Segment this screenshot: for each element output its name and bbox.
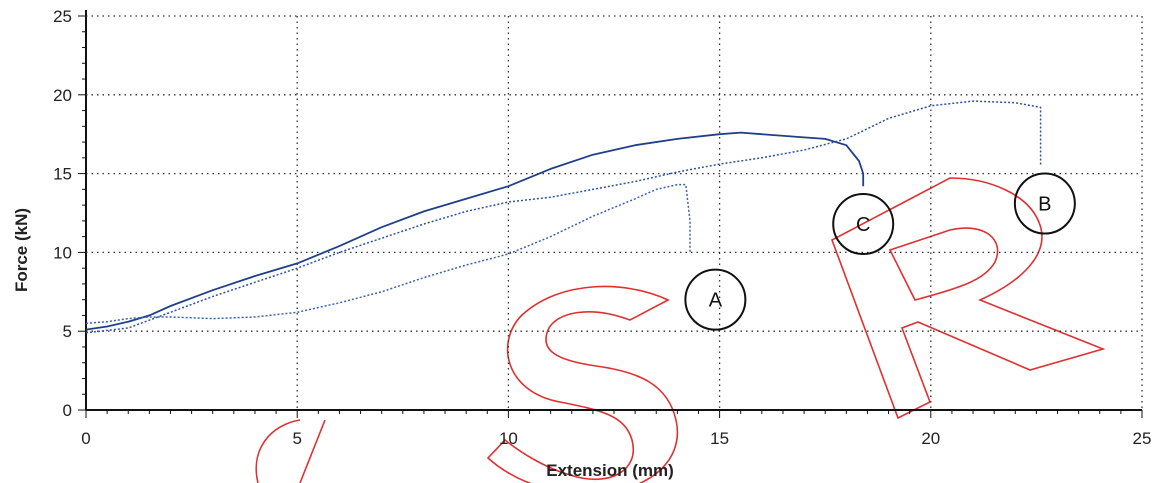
x-tick-label: 10	[499, 429, 518, 448]
grid	[86, 15, 1143, 410]
y-tick-label: 5	[63, 322, 72, 341]
y-tick-label: 15	[53, 165, 72, 184]
y-tick-label: 20	[53, 86, 72, 105]
x-axis-title: Extension (mm)	[546, 461, 674, 480]
annotation-circle	[832, 193, 895, 256]
y-tick-label: 25	[53, 7, 72, 26]
annotation-label: A	[709, 290, 723, 312]
x-tick-label: 20	[921, 429, 940, 448]
annotation-circle	[1013, 172, 1076, 235]
watermark-r-logo	[831, 177, 1106, 420]
series-line-1	[85, 131, 865, 331]
series-lines	[85, 100, 1042, 334]
annotation-label: B	[1038, 194, 1051, 216]
y-tick-label: 0	[63, 401, 72, 420]
x-tick-label: 5	[292, 429, 301, 448]
annotation-a: A	[684, 268, 747, 331]
axes	[78, 10, 1143, 418]
watermark-s-logo	[255, 285, 679, 483]
y-tick-label: 10	[53, 243, 72, 262]
annotation-circle	[684, 268, 747, 331]
annotation-b: B	[1013, 172, 1076, 235]
annotation-label: C	[856, 214, 870, 236]
series-line-3	[85, 183, 691, 325]
x-tick-label: 0	[81, 429, 90, 448]
series-line-2	[85, 100, 1042, 334]
x-tick-label: 15	[710, 429, 729, 448]
annotation-c: C	[832, 193, 895, 256]
x-tick-label: 25	[1133, 429, 1152, 448]
annotations: A B C	[684, 172, 1076, 331]
y-axis-title: Force (kN)	[12, 208, 31, 292]
tick-labels: 0 5 10 15 20 25 0 5 10 15 20 25	[53, 7, 1151, 448]
